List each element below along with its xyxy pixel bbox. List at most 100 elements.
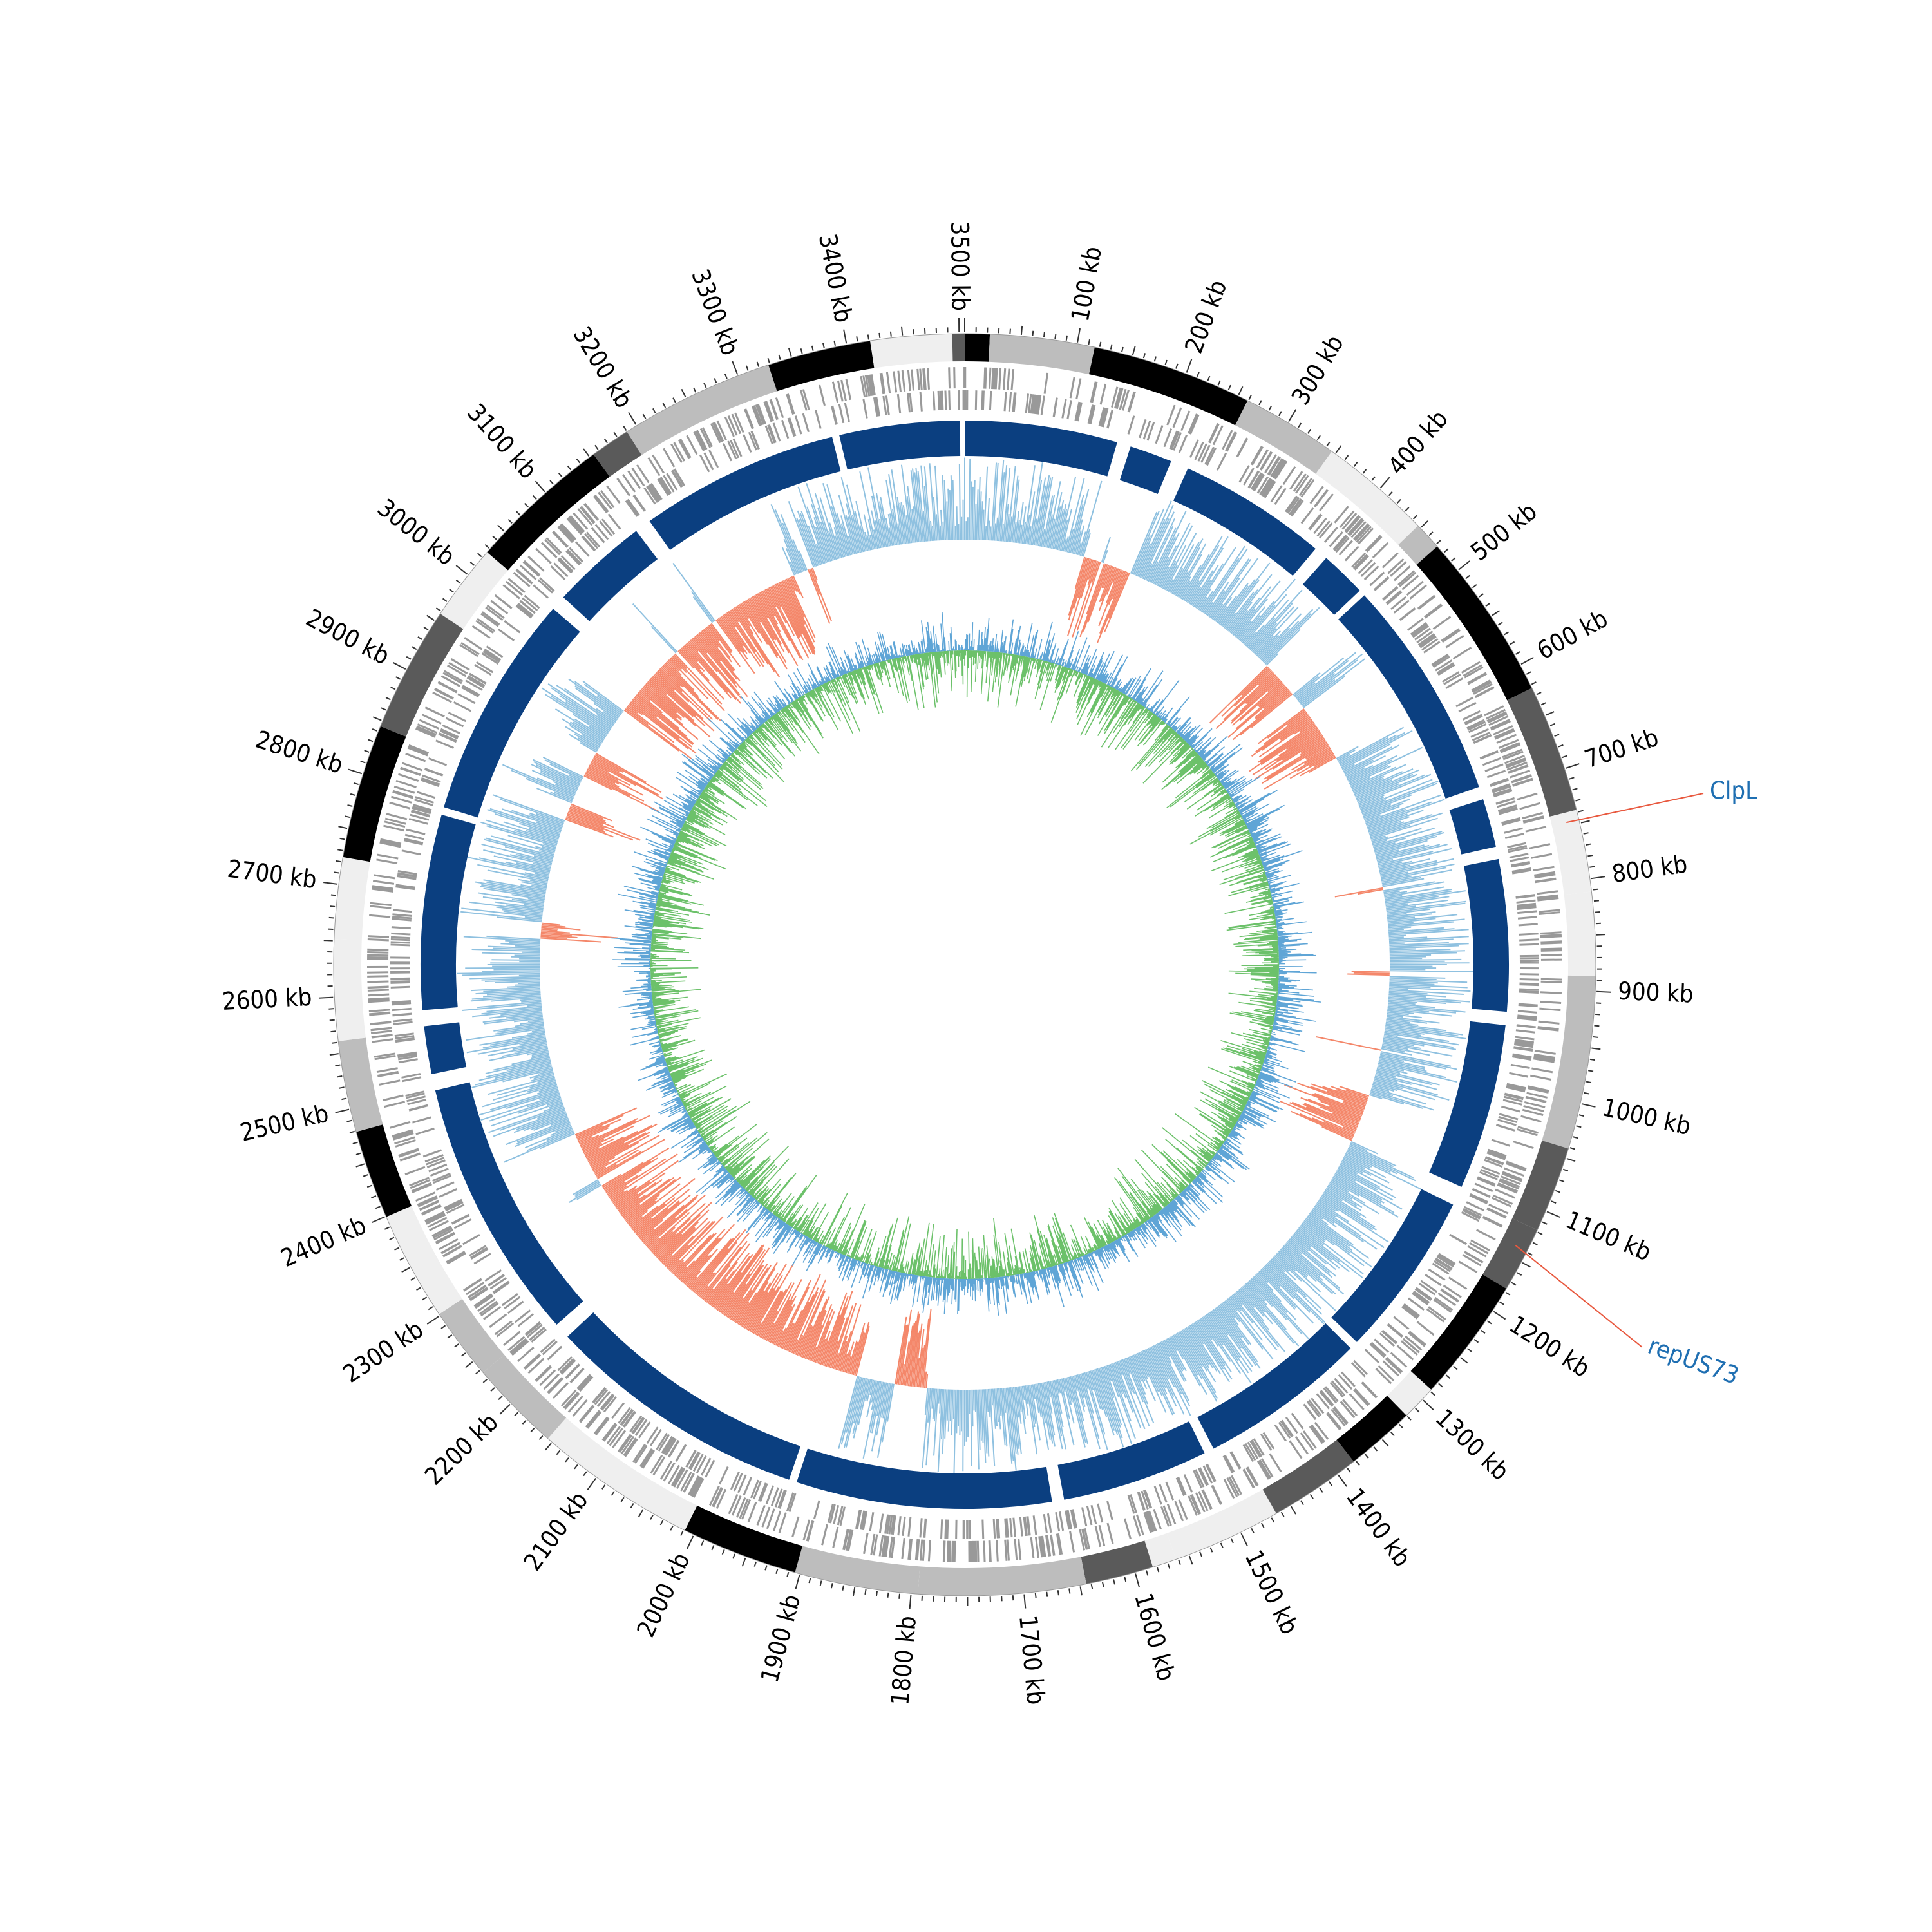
tick-label: 700 kb <box>1581 723 1662 773</box>
band-segment <box>870 334 953 368</box>
alignment-block <box>444 609 580 818</box>
band-segment <box>1398 526 1437 565</box>
band-segment <box>1416 546 1532 701</box>
tick-label: 1500 kb <box>1239 1546 1304 1639</box>
alignment-block <box>1331 1189 1454 1342</box>
band-segment <box>380 613 464 737</box>
alignment-block <box>1119 446 1171 495</box>
tick-label: 1300 kb <box>1430 1403 1515 1486</box>
tick-label: 1800 kb <box>886 1615 922 1707</box>
band-segment <box>386 1206 462 1314</box>
tick-label: 2400 kb <box>277 1211 370 1273</box>
tick-label: 100 kb <box>1066 244 1107 324</box>
band-segment <box>627 365 777 455</box>
alignment-block <box>1197 1323 1351 1449</box>
band-segment <box>334 857 370 940</box>
gene-ring-forward <box>367 366 1562 1562</box>
gene-ring-reverse <box>390 390 1539 1540</box>
band-segment <box>487 454 610 571</box>
band-outline <box>333 333 1596 1596</box>
band-segment <box>1316 451 1418 545</box>
band-segment <box>1507 688 1577 817</box>
content-high <box>611 612 1321 1316</box>
band-segment <box>1387 1371 1432 1416</box>
band-segment <box>989 334 1095 375</box>
band-segment <box>338 1037 383 1132</box>
band-segment <box>1549 810 1592 895</box>
tick-label: 1000 kb <box>1600 1093 1694 1141</box>
tick-label: 2700 kb <box>226 855 319 894</box>
band-segment <box>333 939 366 1041</box>
band-segment <box>795 1546 920 1595</box>
tick-label: 2300 kb <box>338 1315 428 1388</box>
tick-label: 2000 kb <box>631 1548 696 1642</box>
alignment-block <box>421 814 476 1010</box>
skew-negative <box>540 556 1390 1388</box>
tick-label: 2100 kb <box>518 1486 594 1576</box>
tick-label: 3000 kb <box>372 493 460 571</box>
tick-label: 900 kb <box>1617 977 1694 1009</box>
band-segment <box>685 1505 803 1573</box>
band-segment <box>483 1354 567 1439</box>
alignment-block <box>1429 1021 1506 1187</box>
tick-label: 3400 kb <box>813 231 858 325</box>
band-segment <box>1144 1533 1177 1567</box>
tick-label: 3300 kb <box>686 265 744 359</box>
tick-label: 600 kb <box>1532 604 1612 665</box>
tick-label: 3100 kb <box>462 398 542 484</box>
alignment-block <box>649 437 841 551</box>
tick-label: 1900 kb <box>755 1591 806 1685</box>
annotation-leader <box>1515 1245 1643 1348</box>
tick-label: 200 kb <box>1179 276 1232 357</box>
band-segment <box>1564 891 1596 976</box>
tick-label: 3500 kb <box>945 221 974 311</box>
tick-label: 1700 kb <box>1014 1614 1050 1706</box>
tick-label: 3200 kb <box>567 321 638 413</box>
band-segment <box>1262 1439 1354 1514</box>
tick-label: 2800 kb <box>252 725 346 779</box>
alignment-block <box>563 531 658 621</box>
tick-label: 2900 kb <box>301 603 394 670</box>
band-segment <box>965 334 990 362</box>
band-segment <box>1081 1540 1153 1584</box>
alignment-block <box>839 421 961 470</box>
band-segment <box>952 334 965 362</box>
tick-label: 2600 kb <box>222 983 312 1016</box>
alignment-block <box>1302 558 1360 615</box>
content-low <box>650 650 1280 1280</box>
alignment-block <box>1449 799 1496 855</box>
annotation-label: repUS73 <box>1644 1331 1742 1390</box>
band-segment <box>439 1298 505 1373</box>
band-segment <box>1542 975 1596 1149</box>
band-segment <box>547 1417 697 1531</box>
alignment-block <box>1338 595 1479 799</box>
band-segment <box>1482 1218 1538 1289</box>
alignment-block <box>435 1082 583 1325</box>
alignment-block <box>1057 1421 1205 1500</box>
skew-positive <box>457 457 1473 1473</box>
band-segment <box>355 1124 412 1217</box>
tick-label: 300 kb <box>1286 330 1349 410</box>
annotation-leader <box>1566 793 1704 824</box>
tick-label: 500 kb <box>1465 497 1542 567</box>
alignment-block <box>1173 468 1316 576</box>
band-segment <box>1166 1489 1276 1560</box>
tick-label: 1400 kb <box>1341 1483 1417 1572</box>
tick-label: 800 kb <box>1610 849 1689 888</box>
band-segment <box>1512 1141 1569 1231</box>
band-segment <box>1089 347 1248 426</box>
band-segment <box>593 431 642 477</box>
tick-label: 2500 kb <box>238 1099 332 1147</box>
tick-label: 2200 kb <box>419 1408 504 1491</box>
alignment-block <box>965 421 1117 477</box>
band-segment <box>343 726 406 862</box>
alignment-block <box>567 1312 801 1480</box>
band-segment <box>768 341 875 392</box>
tick-marks <box>319 318 1611 1609</box>
tick-label: 400 kb <box>1383 404 1454 480</box>
alignment-block <box>424 1022 467 1074</box>
band-segment <box>1235 400 1332 474</box>
band-segment <box>918 1557 1086 1596</box>
